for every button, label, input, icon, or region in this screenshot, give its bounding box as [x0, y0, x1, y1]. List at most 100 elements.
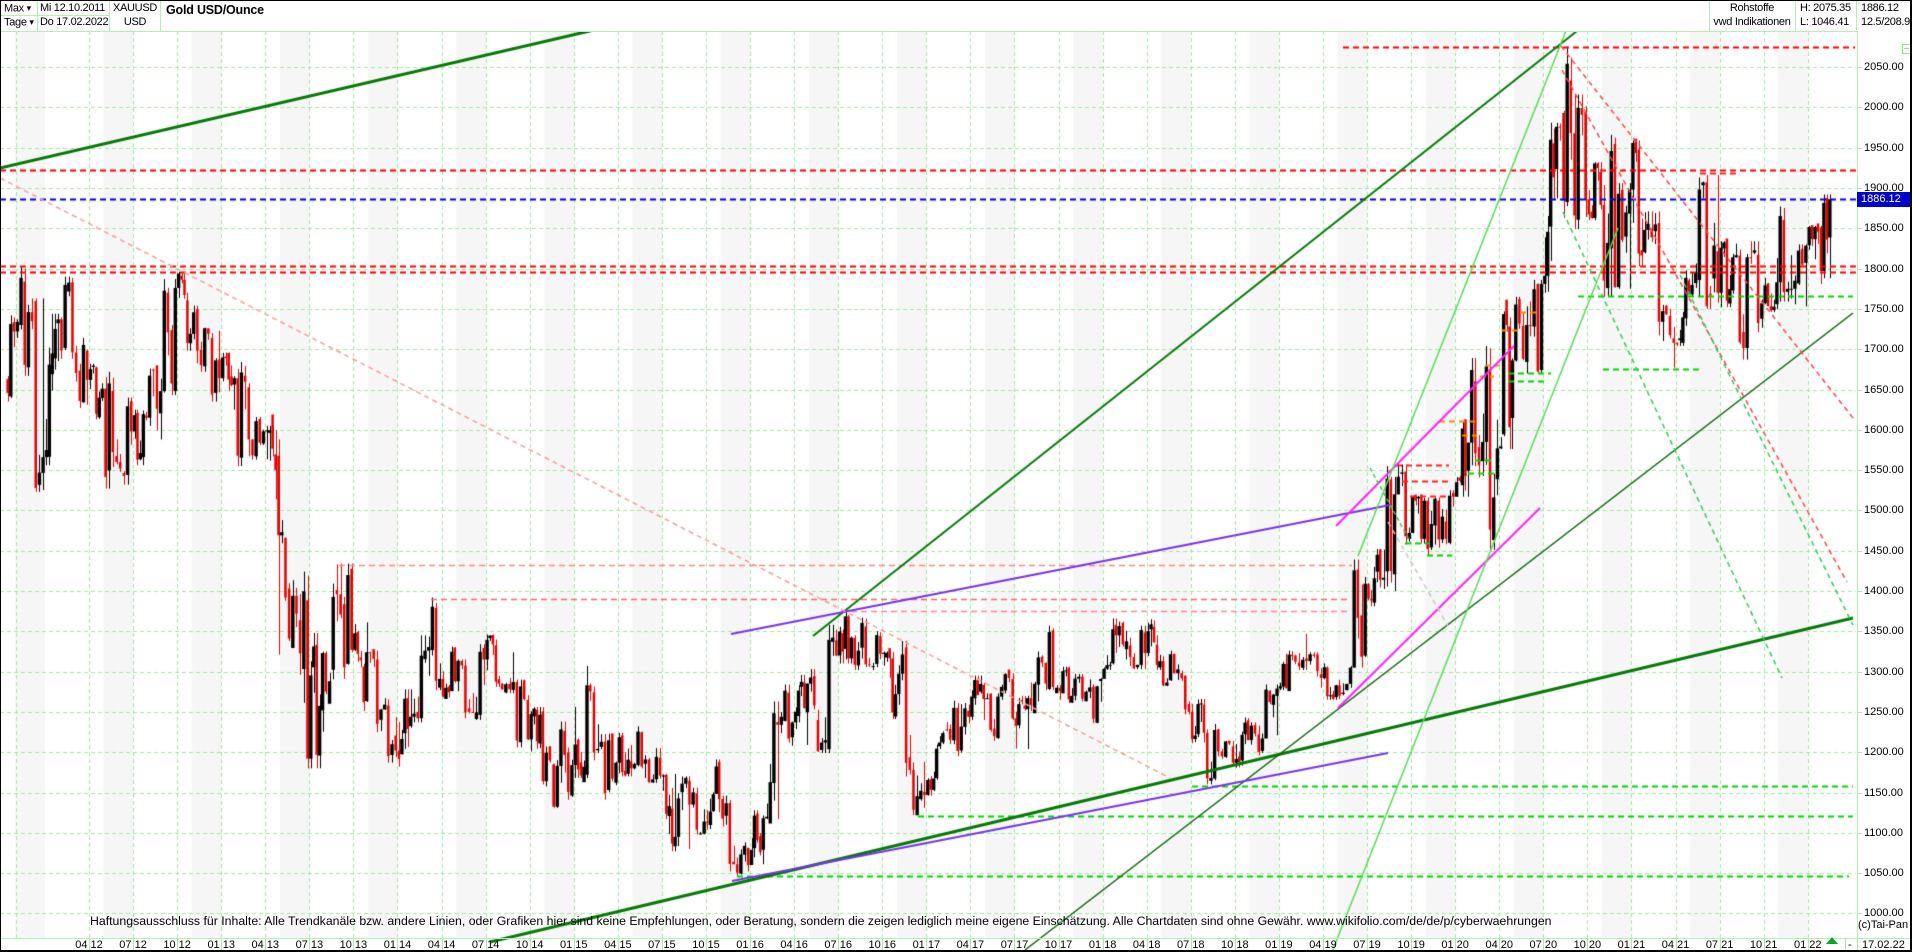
- x-axis-label: 01 13: [207, 939, 235, 951]
- x-axis-label: 07 13: [295, 939, 324, 951]
- category: Rohstoffe: [1729, 2, 1775, 14]
- x-axis-label: 04 12: [75, 939, 103, 951]
- x-axis-label: 01 16: [736, 939, 764, 951]
- x-axis-tick: [1587, 939, 1589, 951]
- y-axis-label: 1300.00: [1864, 665, 1904, 678]
- y-axis-label: 2050.00: [1864, 61, 1904, 74]
- header-divider: [1709, 1, 1710, 31]
- x-axis-label: 04 19: [1309, 939, 1337, 951]
- header-divider: [160, 1, 161, 31]
- y-axis-label: 1600.00: [1864, 423, 1904, 436]
- x-axis-label: 07 19: [1353, 939, 1381, 951]
- x-axis-label: 01 22: [1793, 939, 1822, 951]
- x-axis-label: 10 12: [163, 939, 191, 951]
- y-axis-tick: [1858, 349, 1862, 351]
- x-axis-tick: [221, 939, 223, 951]
- header-divider: [109, 1, 110, 31]
- x-axis-tick: [882, 939, 884, 951]
- header-divider: [37, 1, 38, 31]
- x-axis-tick: [1102, 939, 1104, 951]
- y-axis-tick: [1858, 913, 1862, 915]
- x-axis-tick: [1499, 939, 1501, 951]
- time-axis-end-date: 17.02.22: [1862, 939, 1905, 951]
- time-axis[interactable]: - 17.02.22 04 12 07 12 10 12 01 13 04 13 07 1…: [0, 938, 1912, 951]
- x-axis-label: 01 20: [1441, 939, 1469, 951]
- y-axis-tick: [1858, 711, 1862, 713]
- chart-header: Max ▾ Tage ▾ Mi 12.10.2011 Do 17.02.2022…: [0, 1, 1912, 32]
- y-axis-tick: [1858, 228, 1862, 230]
- start-date: Mi 12.10.2011: [40, 2, 106, 14]
- y-axis-tick: [1858, 832, 1862, 834]
- y-axis-label: 1050.00: [1864, 867, 1904, 880]
- x-axis-separator: [1857, 939, 1858, 951]
- price-chart-canvas[interactable]: [0, 31, 1857, 952]
- x-axis-label: 10 14: [515, 939, 544, 951]
- x-axis-label: 10 21: [1749, 939, 1778, 951]
- y-axis-label: 1350.00: [1864, 625, 1904, 638]
- x-axis-tick: [89, 939, 90, 951]
- y-axis-tick: [1858, 389, 1862, 391]
- x-axis-tick: [397, 939, 399, 951]
- disclaimer-text: Haftungsausschluss für Inhalte: Alle Tre…: [90, 914, 1552, 928]
- quote-source: vwd Indikationen: [1713, 16, 1791, 28]
- copyright-label: (c)Tai-Pan: [1858, 919, 1909, 931]
- x-axis-tick: [441, 939, 443, 951]
- x-axis-label: 01 17: [912, 939, 941, 951]
- x-axis-tick: [1058, 939, 1060, 951]
- y-axis-tick: [1858, 147, 1862, 149]
- chevron-down-icon: ▾: [26, 3, 32, 13]
- y-axis-label: 1950.00: [1864, 141, 1904, 154]
- x-axis-label: 04 18: [1132, 939, 1161, 951]
- range-selector[interactable]: Max ▾: [4, 2, 31, 15]
- x-axis-tick: [1631, 939, 1633, 951]
- y-axis-tick: [1858, 873, 1862, 875]
- header-divider: [1795, 1, 1796, 31]
- y-axis-label: 1150.00: [1864, 786, 1903, 799]
- y-axis-tick: [1858, 188, 1862, 189]
- y-axis-tick: [1858, 631, 1862, 633]
- window-border-top: [0, 0, 1912, 1]
- x-axis-label: 10 18: [1221, 939, 1249, 951]
- x-axis-label: 10 17: [1044, 939, 1073, 951]
- x-axis-tick: [485, 939, 487, 951]
- x-axis-tick: [1543, 939, 1545, 951]
- x-axis-tick: [1367, 939, 1369, 951]
- y-axis-label: 1900.00: [1864, 182, 1904, 194]
- y-axis-tick: [1858, 510, 1862, 512]
- header-last-price: 1886.12: [1861, 2, 1899, 14]
- y-axis-label: 1750.00: [1864, 302, 1904, 315]
- x-axis-tick: [750, 939, 752, 951]
- header-ratio: 12.5/208.9: [1861, 16, 1910, 28]
- chevron-down-icon: ▾: [29, 17, 34, 27]
- x-axis-label: 10 15: [692, 939, 720, 951]
- x-axis-label: 10 16: [868, 939, 897, 951]
- x-axis-tick: [1014, 939, 1016, 951]
- y-axis-label: 1450.00: [1864, 544, 1904, 557]
- x-axis-tick: [1455, 939, 1457, 951]
- x-axis-label: 04 13: [251, 939, 280, 951]
- chart-title: Gold USD/Ounce: [166, 3, 264, 17]
- x-axis-label: 04 14: [427, 939, 456, 951]
- y-axis-tick: [1858, 107, 1862, 109]
- period-selector[interactable]: Tage ▾: [4, 16, 34, 29]
- x-axis-tick: [970, 939, 972, 951]
- x-axis-label: 07 17: [1000, 939, 1029, 951]
- y-axis-label: 1400.00: [1864, 585, 1904, 597]
- y-axis-label: 1000.00: [1864, 907, 1904, 920]
- x-axis-tick: [617, 939, 619, 951]
- y-axis-label: 1850.00: [1864, 222, 1904, 235]
- y-axis-label: 1650.00: [1864, 383, 1904, 396]
- x-axis-label: 07 14: [471, 939, 500, 951]
- x-axis-tick: [1675, 939, 1677, 951]
- y-axis-label: 1200.00: [1864, 746, 1904, 759]
- x-axis-tick: [573, 939, 575, 951]
- price-axis[interactable]: 2050.00 2000.00 1950.00 1900.00 1850.00 1800.…: [1857, 31, 1912, 938]
- y-axis-label: 1700.00: [1864, 343, 1904, 356]
- x-axis-label: 07 20: [1529, 939, 1558, 951]
- x-axis-label: 10 13: [339, 939, 368, 951]
- x-axis-label: 01 18: [1088, 939, 1117, 951]
- y-axis-label: 1500.00: [1864, 504, 1904, 517]
- x-axis-label: 07 12: [119, 939, 147, 951]
- x-axis-tick: [265, 939, 267, 951]
